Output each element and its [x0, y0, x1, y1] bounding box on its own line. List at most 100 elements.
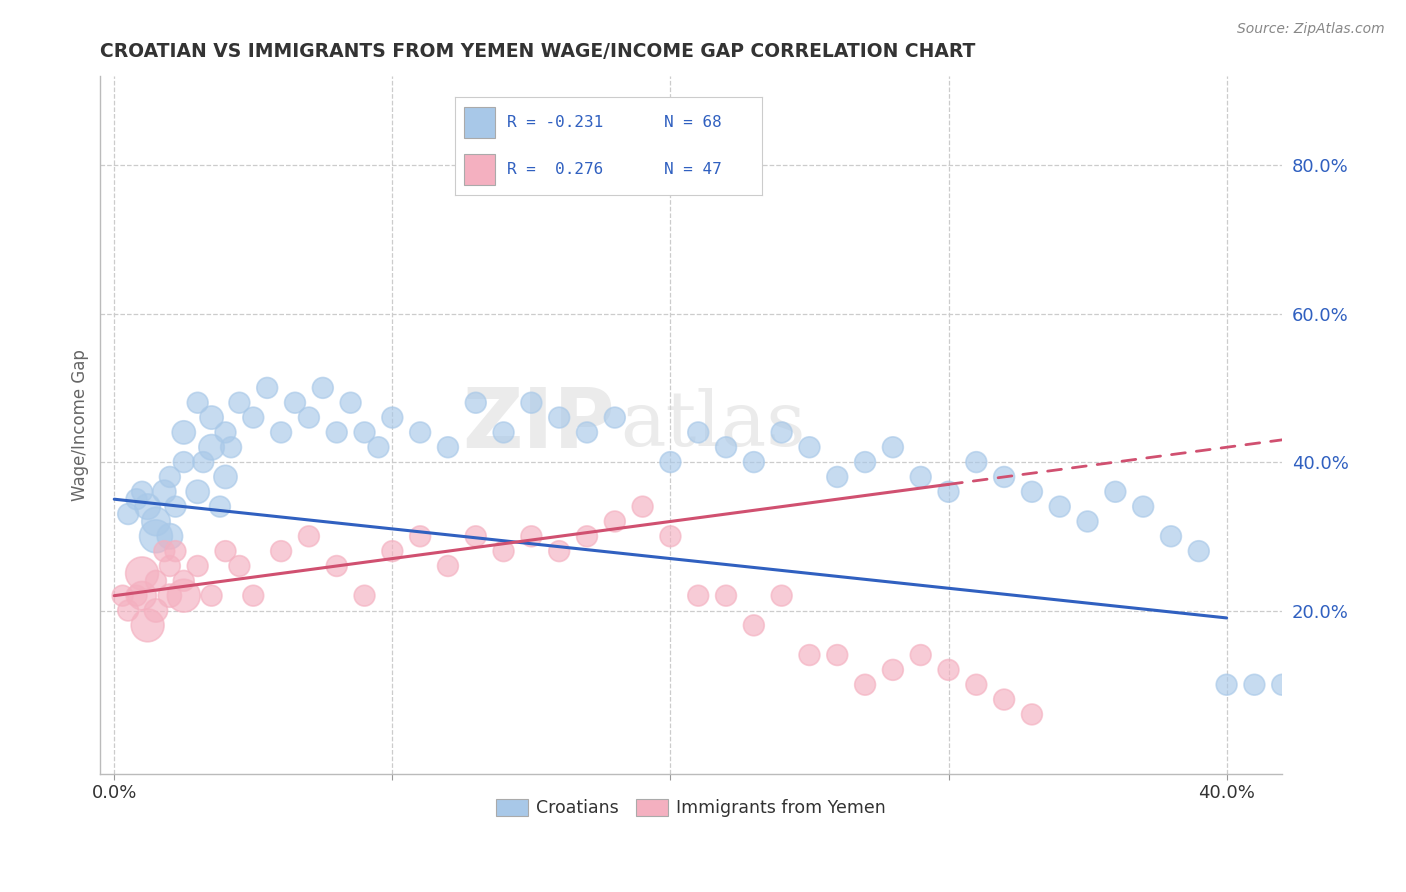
Point: [145, 603, 167, 617]
Point: [1188, 544, 1211, 558]
Point: [938, 663, 960, 677]
Point: [688, 589, 710, 603]
Point: [145, 529, 167, 543]
Point: [575, 529, 598, 543]
Point: [125, 589, 148, 603]
Point: [173, 455, 195, 469]
Text: CROATIAN VS IMMIGRANTS FROM YEMEN WAGE/INCOME GAP CORRELATION CHART: CROATIAN VS IMMIGRANTS FROM YEMEN WAGE/I…: [100, 42, 976, 61]
Point: [520, 395, 543, 409]
Point: [381, 410, 404, 425]
Point: [381, 544, 404, 558]
Point: [1104, 484, 1126, 499]
Point: [1299, 232, 1322, 246]
Point: [1271, 678, 1294, 692]
Point: [1327, 292, 1350, 306]
Point: [187, 484, 209, 499]
Point: [117, 603, 139, 617]
Point: [187, 395, 209, 409]
Point: [159, 470, 181, 484]
Point: [520, 529, 543, 543]
Point: [1021, 484, 1043, 499]
Point: [409, 529, 432, 543]
Point: [603, 410, 626, 425]
Point: [117, 507, 139, 521]
Point: [1049, 500, 1071, 514]
Point: [131, 589, 153, 603]
Point: [770, 425, 793, 440]
Point: [827, 470, 849, 484]
Point: [136, 618, 159, 632]
Point: [153, 484, 176, 499]
Point: [1215, 678, 1237, 692]
Point: [659, 529, 682, 543]
Point: [603, 515, 626, 529]
Point: [548, 410, 571, 425]
Point: [270, 425, 292, 440]
Point: [214, 425, 236, 440]
Point: [492, 425, 515, 440]
Point: [312, 381, 335, 395]
Point: [145, 574, 167, 588]
Point: [165, 500, 187, 514]
Point: [799, 648, 821, 662]
Point: [353, 589, 375, 603]
Point: [325, 425, 347, 440]
Point: [853, 678, 876, 692]
Point: [193, 455, 215, 469]
Point: [437, 440, 460, 454]
Point: [464, 529, 486, 543]
Point: [1132, 500, 1154, 514]
Point: [882, 663, 904, 677]
Point: [409, 425, 432, 440]
Point: [910, 648, 932, 662]
Point: [464, 395, 486, 409]
Point: [219, 440, 242, 454]
Point: [284, 395, 307, 409]
Point: [165, 544, 187, 558]
Point: [214, 470, 236, 484]
Point: [492, 544, 515, 558]
Point: [1354, 381, 1376, 395]
Point: [298, 529, 321, 543]
Point: [131, 484, 153, 499]
Point: [1243, 678, 1265, 692]
Point: [1021, 707, 1043, 722]
Point: [742, 618, 765, 632]
Point: [242, 589, 264, 603]
Point: [145, 515, 167, 529]
Point: [575, 425, 598, 440]
Point: [993, 692, 1015, 706]
Point: [136, 500, 159, 514]
Point: [631, 500, 654, 514]
Point: [882, 440, 904, 454]
Point: [1382, 410, 1405, 425]
Point: [353, 425, 375, 440]
Point: [228, 559, 250, 574]
Point: [242, 410, 264, 425]
Point: [910, 470, 932, 484]
Point: [714, 589, 737, 603]
Point: [1077, 515, 1099, 529]
Point: [208, 500, 231, 514]
Point: [853, 455, 876, 469]
Point: [688, 425, 710, 440]
Point: [965, 455, 987, 469]
Point: [965, 678, 987, 692]
Y-axis label: Wage/Income Gap: Wage/Income Gap: [72, 349, 89, 501]
Point: [437, 559, 460, 574]
Point: [173, 574, 195, 588]
Text: atlas: atlas: [620, 388, 806, 462]
Point: [770, 589, 793, 603]
Point: [799, 440, 821, 454]
Point: [1160, 529, 1182, 543]
Point: [159, 589, 181, 603]
Point: [270, 544, 292, 558]
Point: [159, 529, 181, 543]
Point: [200, 589, 222, 603]
Text: ZIP: ZIP: [463, 384, 614, 466]
Point: [111, 589, 134, 603]
Point: [200, 410, 222, 425]
Point: [200, 440, 222, 454]
Point: [214, 544, 236, 558]
Point: [125, 492, 148, 507]
